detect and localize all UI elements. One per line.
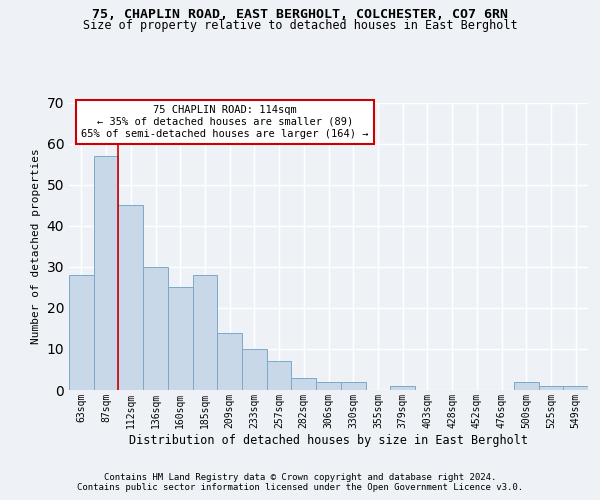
Text: 75, CHAPLIN ROAD, EAST BERGHOLT, COLCHESTER, CO7 6RN: 75, CHAPLIN ROAD, EAST BERGHOLT, COLCHES… (92, 8, 508, 20)
Bar (168, 288, 193, 390)
Bar (217, 332, 242, 390)
Bar (341, 382, 365, 390)
Bar (292, 378, 316, 390)
Bar (242, 349, 267, 390)
Bar (69, 275, 94, 390)
Text: 75 CHAPLIN ROAD: 114sqm
← 35% of detached houses are smaller (89)
65% of semi-de: 75 CHAPLIN ROAD: 114sqm ← 35% of detache… (81, 106, 368, 138)
Bar (563, 386, 588, 390)
Bar (94, 156, 118, 390)
Bar (143, 267, 168, 390)
Bar (118, 205, 143, 390)
Bar (193, 275, 217, 390)
Bar (539, 386, 563, 390)
Text: Size of property relative to detached houses in East Bergholt: Size of property relative to detached ho… (83, 18, 517, 32)
Y-axis label: Number of detached properties: Number of detached properties (31, 148, 41, 344)
Bar (316, 382, 341, 390)
Text: Contains public sector information licensed under the Open Government Licence v3: Contains public sector information licen… (77, 484, 523, 492)
X-axis label: Distribution of detached houses by size in East Bergholt: Distribution of detached houses by size … (129, 434, 528, 446)
Bar (267, 361, 292, 390)
Bar (514, 382, 539, 390)
Bar (390, 386, 415, 390)
Text: Contains HM Land Registry data © Crown copyright and database right 2024.: Contains HM Land Registry data © Crown c… (104, 472, 496, 482)
